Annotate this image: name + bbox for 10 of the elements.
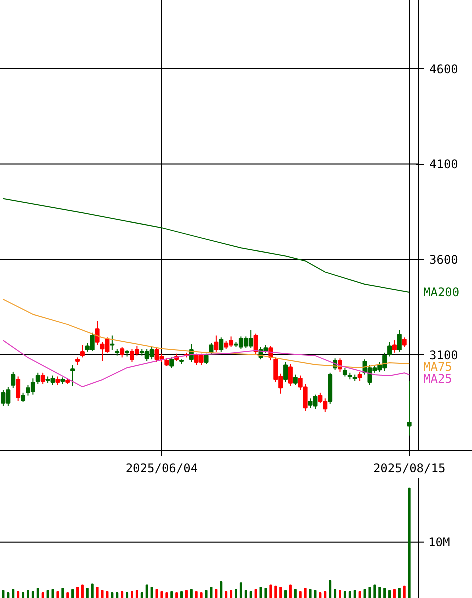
y-tick-label: 4600	[430, 62, 458, 76]
series-label: MA75	[424, 360, 452, 374]
x-tick-label: 2025/06/04	[126, 462, 198, 476]
y-tick-label: 4100	[430, 158, 458, 172]
y-tick-label: 3100	[430, 348, 458, 362]
series-label: MA25	[424, 372, 452, 386]
y-tick-label: 3600	[430, 253, 458, 268]
ref-line-label: 10M	[428, 535, 450, 550]
series-label: MA200	[424, 285, 460, 300]
x-tick-label: 2025/08/15	[373, 462, 446, 476]
